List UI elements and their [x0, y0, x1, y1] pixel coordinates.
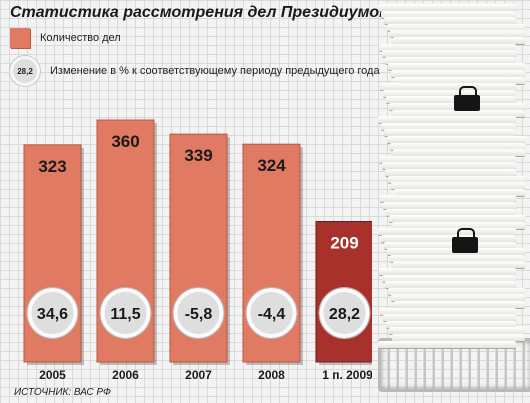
- legend-label-change: Изменение в % к соответствующему периоду…: [50, 65, 380, 77]
- bar-value-label: 360: [111, 132, 139, 151]
- change-ring-outline: [318, 287, 371, 339]
- x-tick-label: 2007: [185, 368, 212, 382]
- change-value-label: -4,4: [258, 306, 286, 323]
- change-ring-outline: [172, 287, 225, 339]
- legend-item-change: 28,2 Изменение в % к соответствующему пе…: [10, 56, 380, 86]
- change-ring-outline: [99, 287, 152, 339]
- change-value-label: 28,2: [329, 306, 360, 323]
- bar-value-label: 209: [330, 234, 358, 253]
- bar-chart: 323 34,6 2005 360 11,5 2006 339 -5,8 2007 324 -4,4…: [23, 119, 372, 382]
- source-note: ИСТОЧНИК: ВАС РФ: [14, 387, 111, 398]
- change-ring: [319, 288, 370, 338]
- chart-title: Статистика рассмотрения дел Президиумом …: [10, 4, 457, 21]
- x-tick-label: 1 п. 2009: [322, 368, 372, 382]
- change-ring: [27, 288, 78, 338]
- change-ring-outline: [26, 287, 79, 339]
- change-ring-outline: [245, 287, 298, 339]
- x-tick-label: 2008: [258, 368, 285, 382]
- change-value-label: -5,8: [185, 306, 213, 323]
- change-ring: [173, 288, 224, 338]
- bar-value-label: 339: [184, 146, 212, 165]
- paper-stack-illustration: [372, 0, 530, 403]
- x-tick-label: 2005: [39, 368, 66, 382]
- bar-value-label: 323: [38, 157, 66, 176]
- legend-label-count: Количество дел: [40, 32, 121, 44]
- binder-clip-icon: [452, 228, 478, 253]
- x-tick-label: 2006: [112, 368, 139, 382]
- change-ring: [246, 288, 297, 338]
- binder-clip-icon: [454, 86, 480, 111]
- bar-value-label: 324: [257, 156, 286, 175]
- change-value-label: 34,6: [37, 306, 68, 323]
- paper-sheet: [378, 340, 516, 349]
- legend-ring-icon: 28,2: [10, 56, 40, 86]
- change-value-label: 11,5: [110, 306, 140, 323]
- legend-swatch: [10, 28, 30, 48]
- change-ring: [100, 288, 151, 338]
- legend-item-count: Количество дел: [10, 28, 121, 48]
